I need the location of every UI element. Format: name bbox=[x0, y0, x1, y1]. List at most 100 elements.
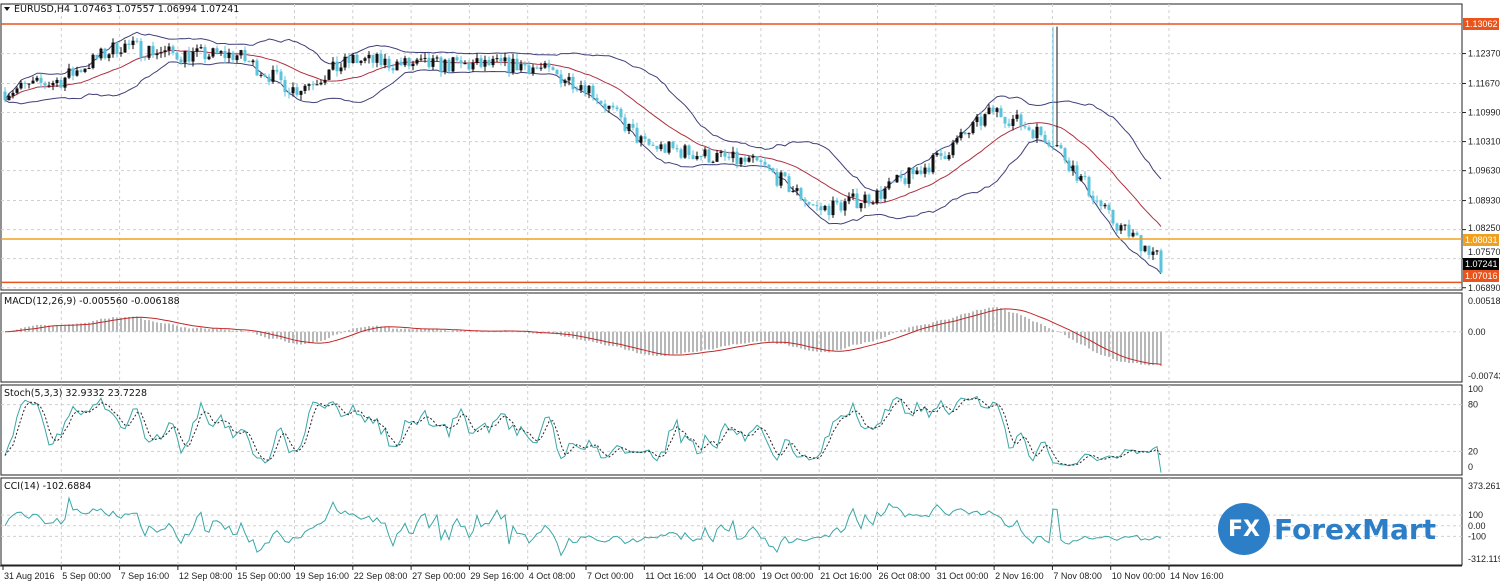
candle-body bbox=[707, 149, 711, 163]
candle-body bbox=[391, 68, 395, 71]
cci-header: CCI(14) -102.6884 bbox=[4, 481, 91, 492]
macd-histogram-bar bbox=[1136, 331, 1138, 364]
price-axis-label: 1.08250 bbox=[1468, 223, 1500, 233]
candle-body bbox=[599, 100, 603, 104]
candle-body bbox=[3, 91, 7, 101]
macd-histogram-bar bbox=[752, 331, 754, 342]
macd-histogram-bar bbox=[236, 330, 238, 332]
macd-histogram-bar bbox=[1032, 321, 1034, 332]
candle-body bbox=[1011, 118, 1015, 126]
candle-body bbox=[215, 48, 219, 53]
macd-histogram-bar bbox=[68, 324, 70, 332]
macd-histogram-bar bbox=[736, 331, 738, 345]
candle-body bbox=[1059, 145, 1063, 149]
candle-body bbox=[187, 51, 191, 62]
candle-body bbox=[875, 190, 879, 204]
candle-body bbox=[1015, 114, 1019, 119]
time-label: 14 Nov 16:00 bbox=[1170, 571, 1224, 581]
macd-histogram-bar bbox=[968, 312, 970, 332]
macd-histogram-bar bbox=[948, 319, 950, 332]
candle-body bbox=[99, 48, 103, 59]
candle-body bbox=[991, 107, 995, 112]
candle-body bbox=[911, 167, 915, 175]
candle-body bbox=[551, 67, 555, 70]
macd-histogram-bar bbox=[312, 331, 314, 343]
candle-body bbox=[1143, 245, 1147, 252]
candle-body bbox=[179, 59, 183, 63]
candle-body bbox=[271, 69, 275, 82]
candle-body bbox=[631, 123, 635, 128]
macd-histogram-bar bbox=[352, 328, 354, 332]
macd-histogram-bar bbox=[308, 331, 310, 344]
fx-badge-icon: FX bbox=[1218, 503, 1270, 555]
bollinger-lower bbox=[4, 61, 1162, 275]
candle-body bbox=[167, 46, 171, 51]
macd-histogram-bar bbox=[428, 329, 430, 332]
level-tag-label: 1.08031 bbox=[1465, 235, 1498, 245]
price-plot bbox=[3, 26, 1163, 275]
macd-histogram-bar bbox=[96, 320, 98, 332]
candle-body bbox=[775, 172, 779, 186]
candle-body bbox=[987, 107, 991, 115]
candle-body bbox=[115, 42, 119, 54]
macd-histogram-bar bbox=[204, 328, 206, 332]
candle-body bbox=[583, 85, 587, 94]
macd-histogram-bar bbox=[668, 331, 670, 355]
candle-body bbox=[395, 61, 399, 71]
candle-body bbox=[651, 144, 655, 146]
macd-histogram-bar bbox=[832, 331, 834, 352]
macd-histogram-bar bbox=[1152, 331, 1154, 366]
candle-body bbox=[339, 67, 343, 72]
macd-histogram-bar bbox=[616, 331, 618, 347]
time-label: 7 Oct 00:00 bbox=[587, 571, 634, 581]
candle-body bbox=[1079, 175, 1083, 181]
candle-body bbox=[543, 63, 547, 68]
candle-body bbox=[691, 155, 695, 160]
candle-body bbox=[475, 58, 479, 63]
macd-histogram-bar bbox=[628, 331, 630, 351]
candle-body bbox=[1119, 225, 1123, 231]
candle-body bbox=[1115, 223, 1119, 231]
macd-histogram-bar bbox=[848, 331, 850, 347]
macd-histogram-bar bbox=[168, 323, 170, 332]
macd-histogram-bar bbox=[272, 331, 274, 339]
bollinger-upper bbox=[4, 31, 1162, 192]
macd-histogram-bar bbox=[552, 331, 554, 334]
current-price-label: 1.07241 bbox=[1465, 259, 1498, 269]
macd-histogram-bar bbox=[952, 317, 954, 332]
candle-body bbox=[859, 203, 863, 209]
candle-body bbox=[915, 170, 919, 175]
candle-body bbox=[695, 156, 699, 160]
candle-body bbox=[831, 200, 835, 216]
macd-histogram-bar bbox=[112, 317, 114, 332]
stoch-header: Stoch(5,3,3) 32.9332 23.7228 bbox=[4, 388, 147, 399]
candle-body bbox=[851, 193, 855, 197]
macd-histogram-bar bbox=[1060, 331, 1062, 333]
candle-body bbox=[227, 52, 231, 59]
candle-body bbox=[127, 43, 131, 46]
candle-body bbox=[411, 63, 415, 67]
macd-histogram-bar bbox=[1084, 331, 1086, 346]
candle-body bbox=[7, 95, 11, 101]
macd-histogram-bar bbox=[192, 328, 194, 332]
candle-body bbox=[155, 53, 159, 56]
candle-body bbox=[811, 204, 815, 206]
macd-histogram-bar bbox=[756, 331, 758, 342]
macd-histogram-bar bbox=[728, 331, 730, 346]
candle-body bbox=[147, 45, 151, 58]
price-axis-label: 1.09630 bbox=[1468, 166, 1500, 176]
candle-body bbox=[703, 149, 707, 157]
candle-body bbox=[1083, 175, 1087, 178]
candle-body bbox=[415, 59, 419, 64]
candle-body bbox=[655, 145, 659, 150]
candle-body bbox=[183, 51, 187, 63]
candle-body bbox=[111, 42, 115, 55]
candle-body bbox=[71, 68, 75, 76]
macd-histogram-bar bbox=[232, 330, 234, 332]
macd-histogram-bar bbox=[324, 331, 326, 341]
candle-body bbox=[759, 160, 763, 162]
macd-histogram-bar bbox=[708, 331, 710, 350]
macd-histogram-bar bbox=[656, 331, 658, 357]
candle-body bbox=[255, 60, 259, 76]
